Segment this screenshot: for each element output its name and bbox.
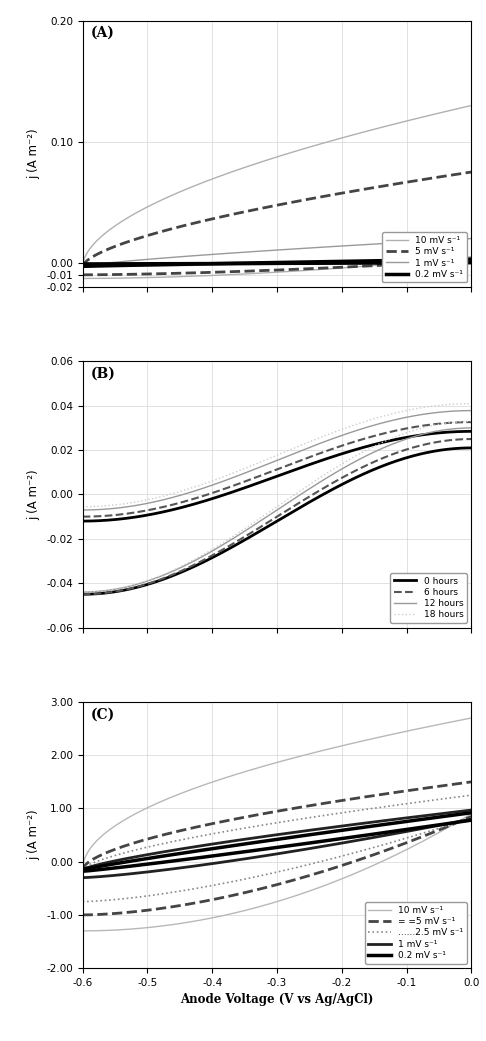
Text: (B): (B) (90, 366, 115, 381)
Legend: 10 mV s⁻¹, 5 mV s⁻¹, 1 mV s⁻¹, 0.2 mV s⁻¹: 10 mV s⁻¹, 5 mV s⁻¹, 1 mV s⁻¹, 0.2 mV s⁻… (382, 232, 467, 282)
Legend: 0 hours, 6 hours, 12 hours, 18 hours: 0 hours, 6 hours, 12 hours, 18 hours (390, 573, 467, 623)
X-axis label: Anode Voltage (V vs Ag/AgCl): Anode Voltage (V vs Ag/AgCl) (180, 993, 374, 1007)
Y-axis label: j (A m⁻²): j (A m⁻²) (28, 469, 41, 519)
Y-axis label: j (A m⁻²): j (A m⁻²) (28, 128, 41, 179)
Legend: 10 mV s⁻¹, = =5 mV s⁻¹, ......2.5 mV s⁻¹, 1 mV s⁻¹, 0.2 mV s⁻¹: 10 mV s⁻¹, = =5 mV s⁻¹, ......2.5 mV s⁻¹… (365, 903, 467, 964)
Text: (A): (A) (90, 26, 114, 41)
Text: (C): (C) (90, 707, 115, 721)
Y-axis label: j (A m⁻²): j (A m⁻²) (28, 810, 41, 861)
